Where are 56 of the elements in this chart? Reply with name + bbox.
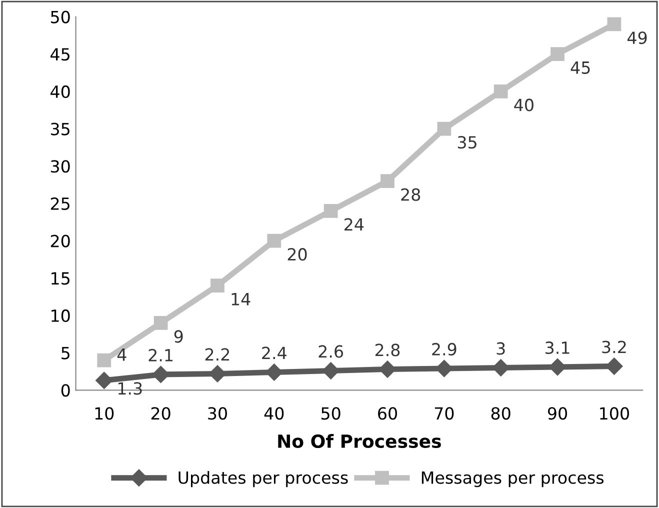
- point: [210, 278, 224, 293]
- data-label: 49: [628, 31, 647, 44]
- x-tick-label: 30: [208, 407, 227, 420]
- point: [267, 234, 282, 248]
- x-tick-label: 50: [322, 407, 340, 420]
- point: [97, 353, 112, 368]
- data-label: 3.2: [602, 340, 626, 354]
- legend-label: Updates per process: [178, 471, 348, 488]
- data-label: 2.2: [205, 348, 230, 361]
- data-label: 2.4: [262, 346, 286, 360]
- x-tick-label: 40: [264, 407, 284, 420]
- legend-label: Messages per process: [422, 472, 604, 488]
- data-label: 28: [401, 188, 420, 201]
- data-label: 4: [117, 348, 126, 361]
- y-tick-label: 40: [50, 85, 70, 98]
- data-label: 3.1: [546, 341, 570, 354]
- y-tick-label: 20: [50, 234, 70, 248]
- y-tick-label: 25: [50, 197, 70, 210]
- data-label: 9: [174, 330, 183, 343]
- point: [550, 47, 564, 62]
- x-axis-title: No Of Processes: [278, 434, 441, 448]
- data-label: 3: [496, 342, 505, 355]
- point: [494, 84, 508, 98]
- point: [607, 17, 622, 32]
- y-tick-label: 10: [52, 309, 70, 322]
- y-tick-label: 50: [51, 10, 70, 24]
- y-tick-label: 45: [50, 48, 70, 61]
- y-tick-label: 0: [61, 384, 70, 397]
- point: [437, 122, 452, 136]
- y-tick-label: 15: [52, 272, 70, 285]
- data-label: 20: [288, 248, 307, 261]
- x-tick-label: 90: [548, 407, 568, 420]
- data-label: 2.6: [318, 345, 344, 358]
- data-label: 40: [514, 98, 534, 112]
- point: [324, 204, 338, 218]
- point: [322, 362, 340, 380]
- point: [380, 174, 394, 188]
- x-tick-label: 60: [378, 407, 397, 420]
- data-label: 2.8: [375, 344, 400, 356]
- data-label: 35: [458, 136, 476, 149]
- data-label: 14: [232, 293, 250, 306]
- point: [154, 316, 168, 330]
- data-label: 45: [570, 62, 590, 74]
- y-tick-label: 35: [50, 122, 70, 136]
- x-tick-label: 70: [434, 407, 454, 420]
- x-tick-label: 10: [95, 407, 114, 420]
- x-tick-label: 20: [151, 407, 170, 420]
- data-label: 2.1: [148, 348, 173, 362]
- x-tick-label: 100: [600, 407, 629, 420]
- data-label: 2.9: [432, 342, 456, 356]
- point: [96, 372, 113, 389]
- point: [266, 364, 283, 381]
- x-tick-label: 80: [491, 407, 510, 420]
- data-label: 24: [344, 218, 364, 231]
- y-tick-label: 30: [50, 160, 70, 173]
- y-tick-label: 5: [62, 346, 70, 360]
